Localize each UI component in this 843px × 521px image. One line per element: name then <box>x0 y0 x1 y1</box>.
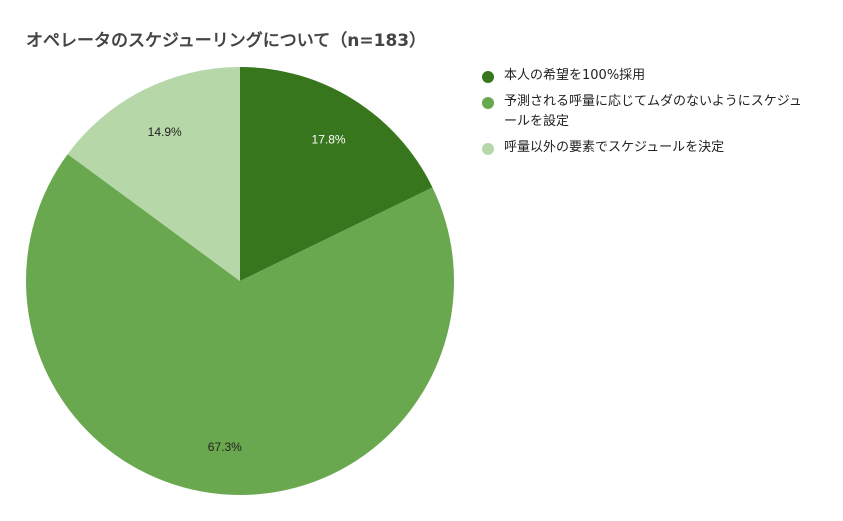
legend-item[interactable]: 本人の希望を100%採用 <box>481 66 811 86</box>
legend-label: 本人の希望を100%採用 <box>504 68 646 83</box>
pie-slices <box>25 67 454 495</box>
legend-label: 予測される呼量に応じてムダのないようにスケジュールを設定 <box>504 94 802 129</box>
legend-item[interactable]: 予測される呼量に応じてムダのないようにスケジュールを設定 <box>481 92 811 132</box>
legend-dot-icon <box>482 143 494 155</box>
pie-labels: 17.8% 67.3% 14.9% <box>148 125 346 454</box>
slice-value-label: 67.3% <box>208 440 242 454</box>
legend-dot-icon <box>482 71 494 83</box>
legend-item[interactable]: 呼量以外の要素でスケジュールを決定 <box>481 138 811 158</box>
legend: 本人の希望を100%採用 予測される呼量に応じてムダのないようにスケジュールを設… <box>481 66 811 164</box>
pie-slice[interactable] <box>25 154 454 495</box>
chart-title: オペレータのスケジューリングについて（n=183） <box>26 31 427 51</box>
legend-label: 呼量以外の要素でスケジュールを決定 <box>504 140 725 155</box>
slice-value-label: 14.9% <box>148 125 182 139</box>
pie-slice[interactable] <box>67 67 240 281</box>
legend-dot-icon <box>482 97 494 109</box>
slice-value-label: 17.8% <box>312 133 346 147</box>
pie-slice[interactable] <box>240 67 433 281</box>
